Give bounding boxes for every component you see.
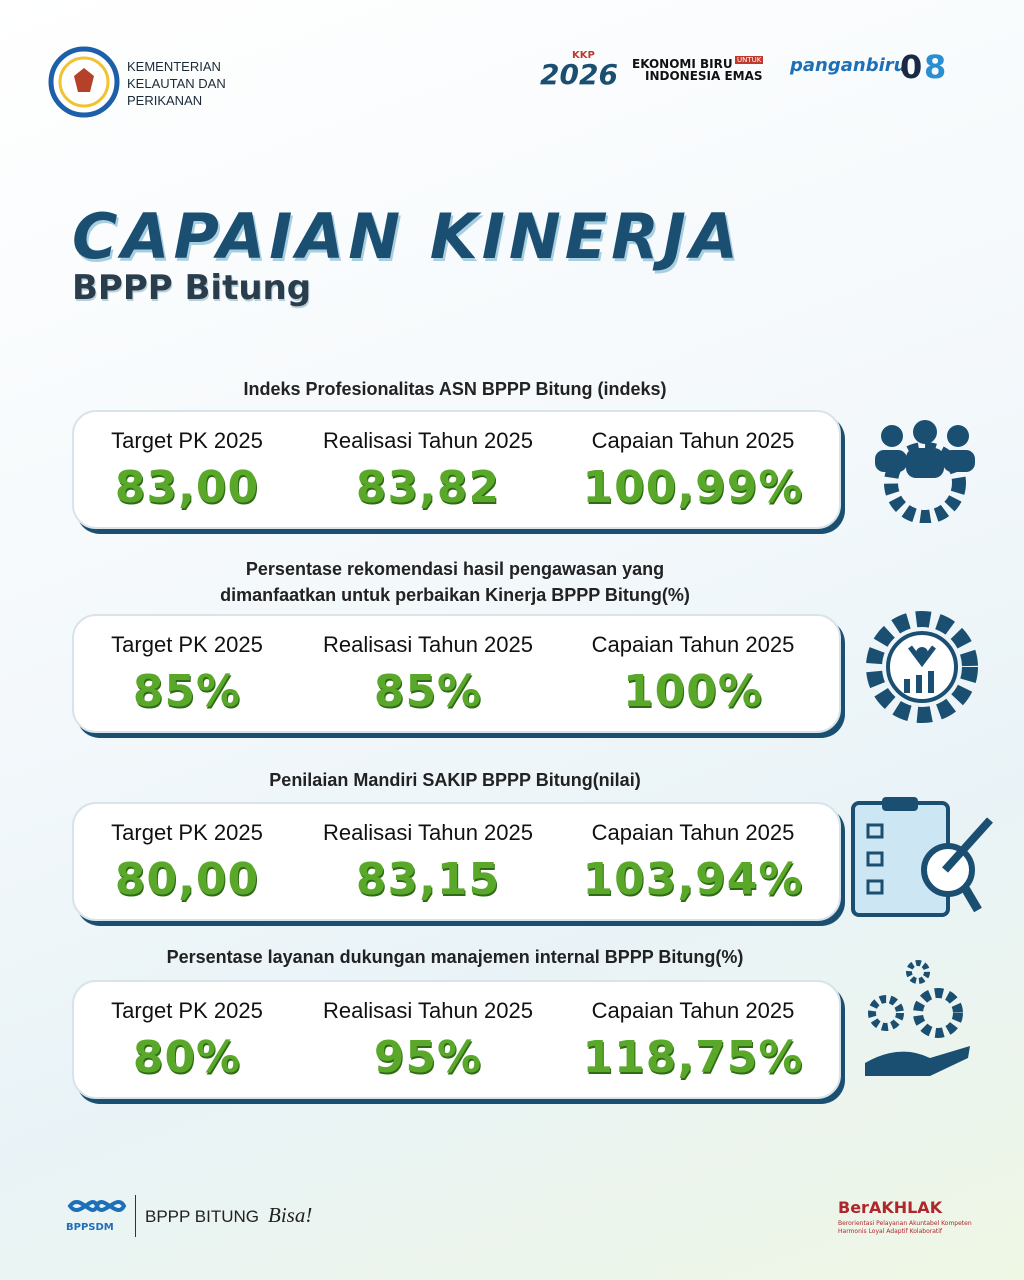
berakhlak-note: Berorientasi Pelayanan Akuntabel Kompete… (838, 1220, 972, 1236)
item-heading: Realisasi Tahun 2025 (323, 820, 533, 845)
item-value: 80% (132, 1032, 242, 1083)
item-value: 100,99% (582, 462, 804, 513)
item-heading: Realisasi Tahun 2025 (323, 632, 533, 657)
note-line: Harmonis Loyal Adaptif Kolaboratif (838, 1228, 943, 1235)
subtitle: BPPP Bitung (72, 268, 312, 308)
item-heading: Target PK 2025 (111, 632, 263, 657)
section-label: Penilaian Mandiri SAKIP BPPP Bitung(nila… (269, 770, 641, 790)
ekonomi-logo: EKONOMI BIRU (632, 57, 733, 71)
icon-achievement (866, 611, 978, 723)
section-label: Persentase rekomendasi hasil pengawasan … (245, 559, 665, 579)
section-box (72, 980, 841, 1099)
item-value: 83,00 (114, 462, 260, 513)
eight-logo: 8 (924, 48, 947, 86)
item-value: 95% (373, 1032, 483, 1083)
item-heading: Realisasi Tahun 2025 (323, 428, 533, 453)
icon-gears-hand (865, 960, 970, 1076)
kkp-logo: KKP (572, 50, 595, 61)
item-heading: Target PK 2025 (111, 820, 263, 845)
item-value: 85% (373, 666, 483, 717)
tagline-bisa: Bisa! (268, 1203, 313, 1227)
section-box (72, 614, 841, 733)
ministry-name: KEMENTERIAN KELAUTAN DAN PERIKANAN (127, 58, 226, 109)
item-value: 85% (132, 666, 242, 717)
item-heading: Realisasi Tahun 2025 (323, 998, 533, 1023)
item-value: 118,75% (582, 1032, 804, 1083)
section-label: Indeks Profesionalitas ASN BPPP Bitung (… (243, 379, 667, 399)
note-line: Berorientasi Pelayanan Akuntabel Kompete… (838, 1220, 972, 1227)
item-heading: Capaian Tahun 2025 (591, 820, 795, 845)
year-logo: 2026 (540, 58, 618, 91)
ministry-line: KELAUTAN DAN (127, 76, 226, 91)
divider (135, 1195, 136, 1237)
ministry-line: PERIKANAN (127, 93, 203, 108)
section-box (72, 802, 841, 921)
untuk-logo: UNTUK (735, 56, 764, 64)
pangan-logo: panganbiru (790, 55, 907, 76)
item-heading: Target PK 2025 (111, 998, 263, 1023)
item-heading: Capaian Tahun 2025 (591, 998, 795, 1023)
title: CAPAIAN KINERJA (72, 200, 742, 273)
icon-clipboard (851, 797, 993, 917)
zero-logo: 0 (900, 48, 923, 86)
emas-logo: INDONESIA EMAS (645, 69, 763, 83)
item-value: 83,15 (355, 854, 501, 905)
ministry-logo (48, 46, 120, 118)
item-heading: Target PK 2025 (111, 428, 263, 453)
bppsdm-text: BPPSDM (66, 1222, 114, 1233)
item-heading: Capaian Tahun 2025 (591, 632, 795, 657)
item-value: 100% (623, 666, 763, 717)
section-label: Persentase layanan dukungan manajemen in… (166, 947, 744, 967)
icon-people (875, 420, 975, 523)
item-value: 80,00 (114, 854, 260, 905)
item-value: 103,94% (582, 854, 804, 905)
section-box (72, 410, 841, 529)
item-heading: Capaian Tahun 2025 (591, 428, 795, 453)
section-label: dimanfaatkan untuk perbaikan Kinerja BPP… (220, 585, 690, 605)
bppsdm-logo (67, 1200, 127, 1212)
berakhlak-logo: BerAKHLAK (838, 1198, 943, 1217)
ministry-line: KEMENTERIAN (127, 59, 221, 74)
tagline: BPPP BITUNG (145, 1207, 259, 1226)
item-value: 83,82 (355, 462, 501, 513)
